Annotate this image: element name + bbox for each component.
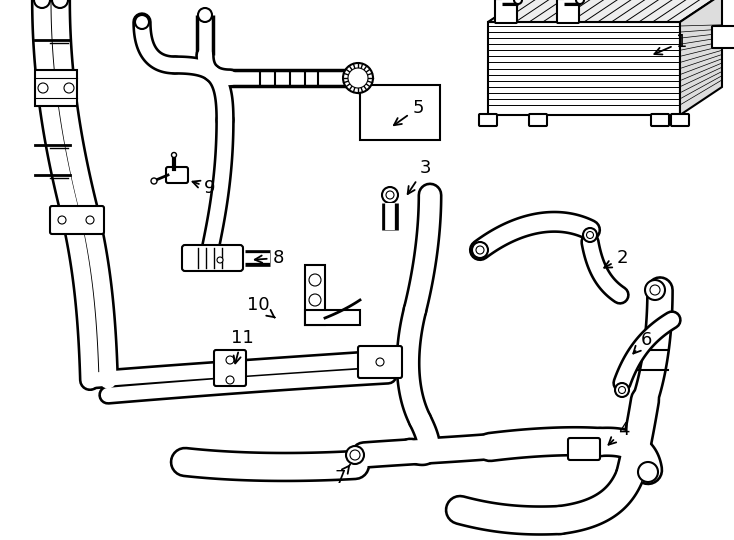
FancyBboxPatch shape — [557, 0, 579, 23]
Circle shape — [198, 8, 212, 22]
Text: 11: 11 — [230, 329, 253, 363]
Polygon shape — [305, 310, 360, 325]
Circle shape — [226, 356, 234, 364]
FancyBboxPatch shape — [529, 114, 547, 126]
FancyBboxPatch shape — [712, 26, 734, 48]
Circle shape — [638, 462, 658, 482]
Text: 4: 4 — [608, 421, 630, 445]
Text: 10: 10 — [247, 296, 275, 318]
Circle shape — [615, 383, 629, 397]
Polygon shape — [35, 70, 77, 106]
FancyBboxPatch shape — [479, 114, 497, 126]
Circle shape — [619, 387, 625, 394]
Circle shape — [217, 257, 223, 263]
Circle shape — [382, 187, 398, 203]
Circle shape — [583, 228, 597, 242]
Polygon shape — [305, 265, 325, 325]
Circle shape — [348, 68, 368, 88]
Circle shape — [346, 446, 364, 464]
Circle shape — [52, 0, 68, 8]
Circle shape — [472, 242, 488, 258]
Circle shape — [386, 191, 394, 199]
Polygon shape — [488, 22, 680, 115]
Circle shape — [576, 0, 584, 4]
FancyBboxPatch shape — [50, 206, 104, 234]
FancyBboxPatch shape — [182, 245, 243, 271]
FancyBboxPatch shape — [495, 0, 517, 23]
Circle shape — [34, 0, 50, 8]
Text: 2: 2 — [604, 249, 628, 268]
Circle shape — [86, 216, 94, 224]
Circle shape — [645, 280, 665, 300]
Circle shape — [64, 83, 74, 93]
Circle shape — [376, 358, 384, 366]
Text: 1: 1 — [655, 33, 688, 55]
Text: 3: 3 — [407, 159, 431, 194]
Circle shape — [514, 0, 522, 4]
Circle shape — [226, 376, 234, 384]
FancyBboxPatch shape — [358, 346, 402, 378]
Circle shape — [38, 83, 48, 93]
FancyBboxPatch shape — [651, 114, 669, 126]
Polygon shape — [488, 0, 722, 22]
Text: 8: 8 — [255, 249, 283, 267]
Text: 5: 5 — [394, 99, 424, 125]
FancyBboxPatch shape — [568, 438, 600, 460]
Text: 7: 7 — [334, 464, 350, 487]
FancyBboxPatch shape — [214, 350, 246, 386]
Circle shape — [58, 216, 66, 224]
Circle shape — [650, 285, 660, 295]
Circle shape — [343, 63, 373, 93]
Circle shape — [309, 274, 321, 286]
FancyBboxPatch shape — [671, 114, 689, 126]
FancyBboxPatch shape — [166, 167, 188, 183]
Circle shape — [350, 450, 360, 460]
Text: 6: 6 — [633, 331, 652, 354]
Circle shape — [172, 152, 176, 158]
Polygon shape — [680, 0, 722, 115]
Circle shape — [135, 15, 149, 29]
Circle shape — [476, 246, 484, 254]
Text: 9: 9 — [192, 179, 216, 197]
Circle shape — [309, 294, 321, 306]
Circle shape — [586, 232, 594, 239]
Circle shape — [151, 178, 157, 184]
